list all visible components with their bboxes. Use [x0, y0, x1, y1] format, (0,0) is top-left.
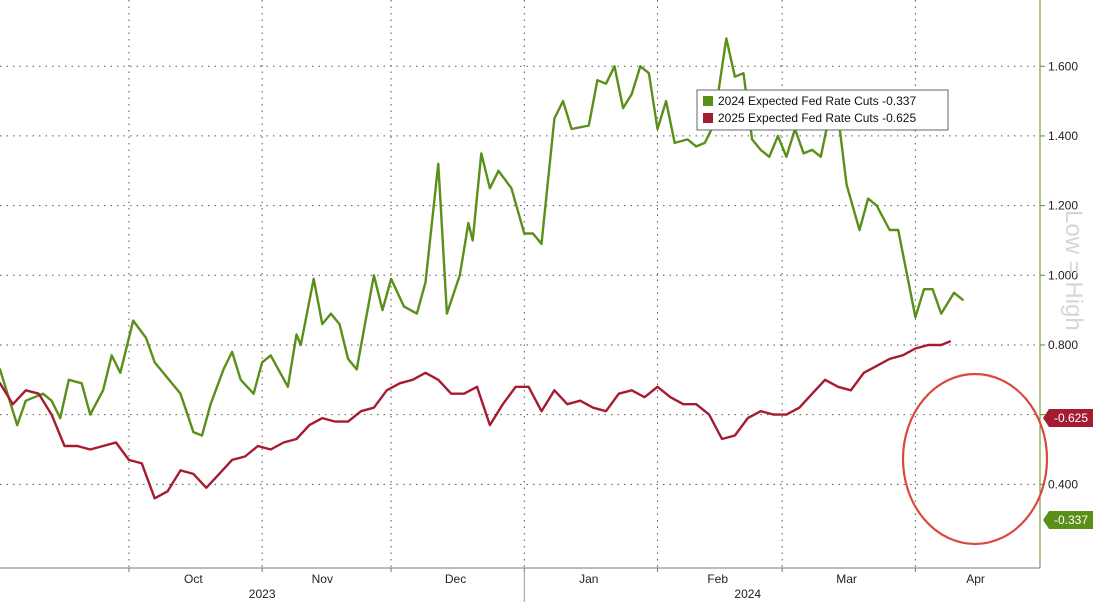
year-label: 2024	[734, 587, 761, 601]
x-tick-label: Mar	[836, 572, 857, 586]
value-badge	[1043, 409, 1093, 427]
y-tick-label: 0.400	[1048, 477, 1078, 491]
y-tick-label: 1.000	[1048, 268, 1078, 282]
legend-label: 2025 Expected Fed Rate Cuts -0.625	[718, 111, 916, 125]
legend-box	[696, 89, 949, 131]
series-line-2	[0, 340, 951, 500]
value-badge	[1043, 511, 1093, 529]
watermark-text: Low = High	[1060, 210, 1087, 331]
series-layer	[0, 37, 964, 500]
legend-swatch	[703, 96, 713, 106]
y-tick-label: 1.600	[1048, 59, 1078, 73]
annotation	[901, 372, 1049, 546]
y-tick-label: 1.200	[1048, 199, 1078, 213]
x-tick-label: Oct	[184, 572, 203, 586]
gridlines	[0, 0, 1040, 568]
value-badge-label: -0.337	[1054, 513, 1088, 527]
x-tick-label: Nov	[312, 572, 333, 586]
highlight-circle	[901, 372, 1049, 546]
year-label: 2023	[249, 587, 276, 601]
x-tick-label: Apr	[966, 572, 985, 586]
y-tick-label: 1.400	[1048, 129, 1078, 143]
legend-swatch	[703, 113, 713, 123]
x-tick-label: Jan	[579, 572, 598, 586]
x-tick-label: Feb	[707, 572, 728, 586]
legend-label: 2024 Expected Fed Rate Cuts -0.337	[718, 94, 916, 108]
last-value-badges: -0.625 -0.337	[1043, 409, 1093, 529]
legend: 2024 Expected Fed Rate Cuts -0.337 2025 E…	[696, 89, 949, 131]
x-tick-label: Dec	[445, 572, 466, 586]
series-line-1	[0, 37, 964, 437]
value-badge-label: -0.625	[1054, 411, 1088, 425]
y-tick-label: 0.800	[1048, 338, 1078, 352]
